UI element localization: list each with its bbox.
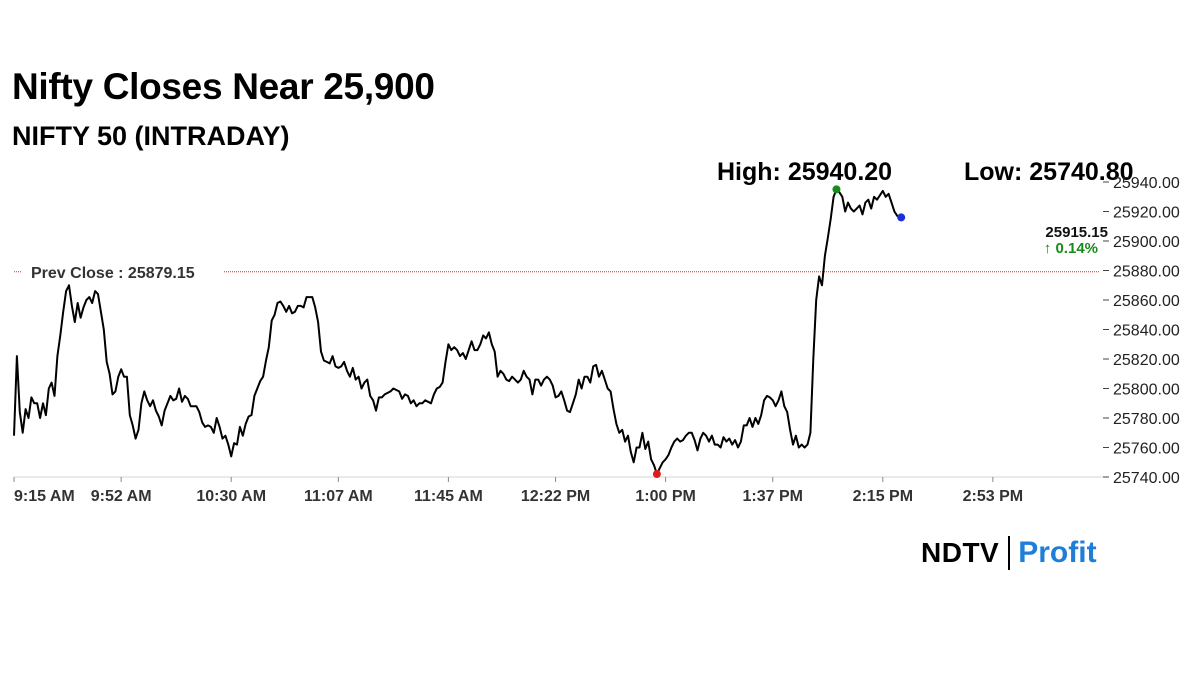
x-tick-label: 1:37 PM [743, 488, 803, 505]
low-point-marker [652, 470, 661, 479]
y-tick-label: 25800.00 [1113, 382, 1180, 399]
x-tick-label: 9:15 AM [14, 488, 75, 505]
prev-close-label-bg [22, 261, 224, 282]
y-tick-label: 25940.00 [1113, 175, 1180, 192]
y-tick-label: 25920.00 [1113, 205, 1180, 222]
nifty-price-line [13, 188, 901, 476]
y-tick-label: 25740.00 [1113, 470, 1180, 487]
y-tick-label: 25760.00 [1113, 441, 1180, 458]
chart-subtitle: NIFTY 50 (INTRADAY) [12, 121, 290, 151]
x-tick-label: 12:22 PM [521, 488, 590, 505]
prev-close-label: Prev Close : 25879.15 [31, 265, 195, 282]
x-tick-label: 11:07 AM [304, 488, 373, 505]
last-price-label: 25915.15 [1045, 224, 1108, 241]
x-tick-label: 9:52 AM [91, 488, 152, 505]
logo-ndtv-text: NDTV [921, 537, 1000, 568]
x-tick-label: 11:45 AM [414, 488, 483, 505]
high-point-marker [832, 185, 841, 194]
x-tick-label: 10:30 AM [196, 488, 266, 505]
ndtv-profit-logo: NDTV Profit [921, 533, 1097, 573]
low-value: Low: 25740.80 [964, 158, 1134, 186]
x-tick-label: 1:00 PM [635, 488, 695, 505]
x-tick-label: 2:53 PM [963, 488, 1023, 505]
x-tick-label: 2:15 PM [853, 488, 913, 505]
chart-title: Nifty Closes Near 25,900 [12, 66, 435, 107]
y-tick-label: 25780.00 [1113, 411, 1180, 428]
last-price-marker [897, 213, 906, 222]
logo-divider [1008, 536, 1011, 570]
change-percent-label: ↑ 0.14% [1044, 240, 1098, 257]
y-tick-label: 25900.00 [1113, 234, 1180, 251]
y-tick-label: 25840.00 [1113, 323, 1180, 340]
y-tick-label: 25860.00 [1113, 293, 1180, 310]
high-value: High: 25940.20 [717, 158, 893, 186]
logo-profit-text: Profit [1018, 536, 1097, 569]
y-tick-label: 25880.00 [1113, 264, 1180, 281]
y-tick-label: 25820.00 [1113, 352, 1180, 369]
